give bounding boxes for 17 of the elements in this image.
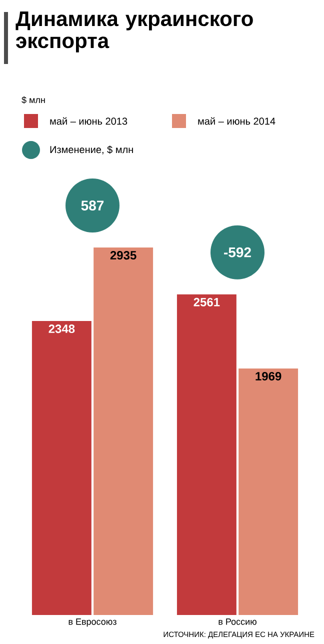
text: Изменение, $ млн [50,146,133,154]
annotation: -592 [224,247,251,258]
text: 587 [81,200,104,210]
chart-title: Динамика украинского экспорта [16,12,253,52]
x-tick-label: в Россию [218,618,256,625]
data-label: 2935 [110,251,136,260]
x-tick-label: в Евросоюз [68,618,116,627]
legend-label: май – июнь 2014 [198,117,276,125]
bar [94,248,154,615]
bar [176,294,236,615]
data-label: 2561 [194,298,220,306]
legend-label: май – июнь 2013 [50,117,128,125]
text: $ млн [22,96,45,104]
bar [238,368,298,615]
data-label: 1969 [256,372,282,380]
bar [32,321,92,615]
data-label: 2348 [48,324,75,334]
